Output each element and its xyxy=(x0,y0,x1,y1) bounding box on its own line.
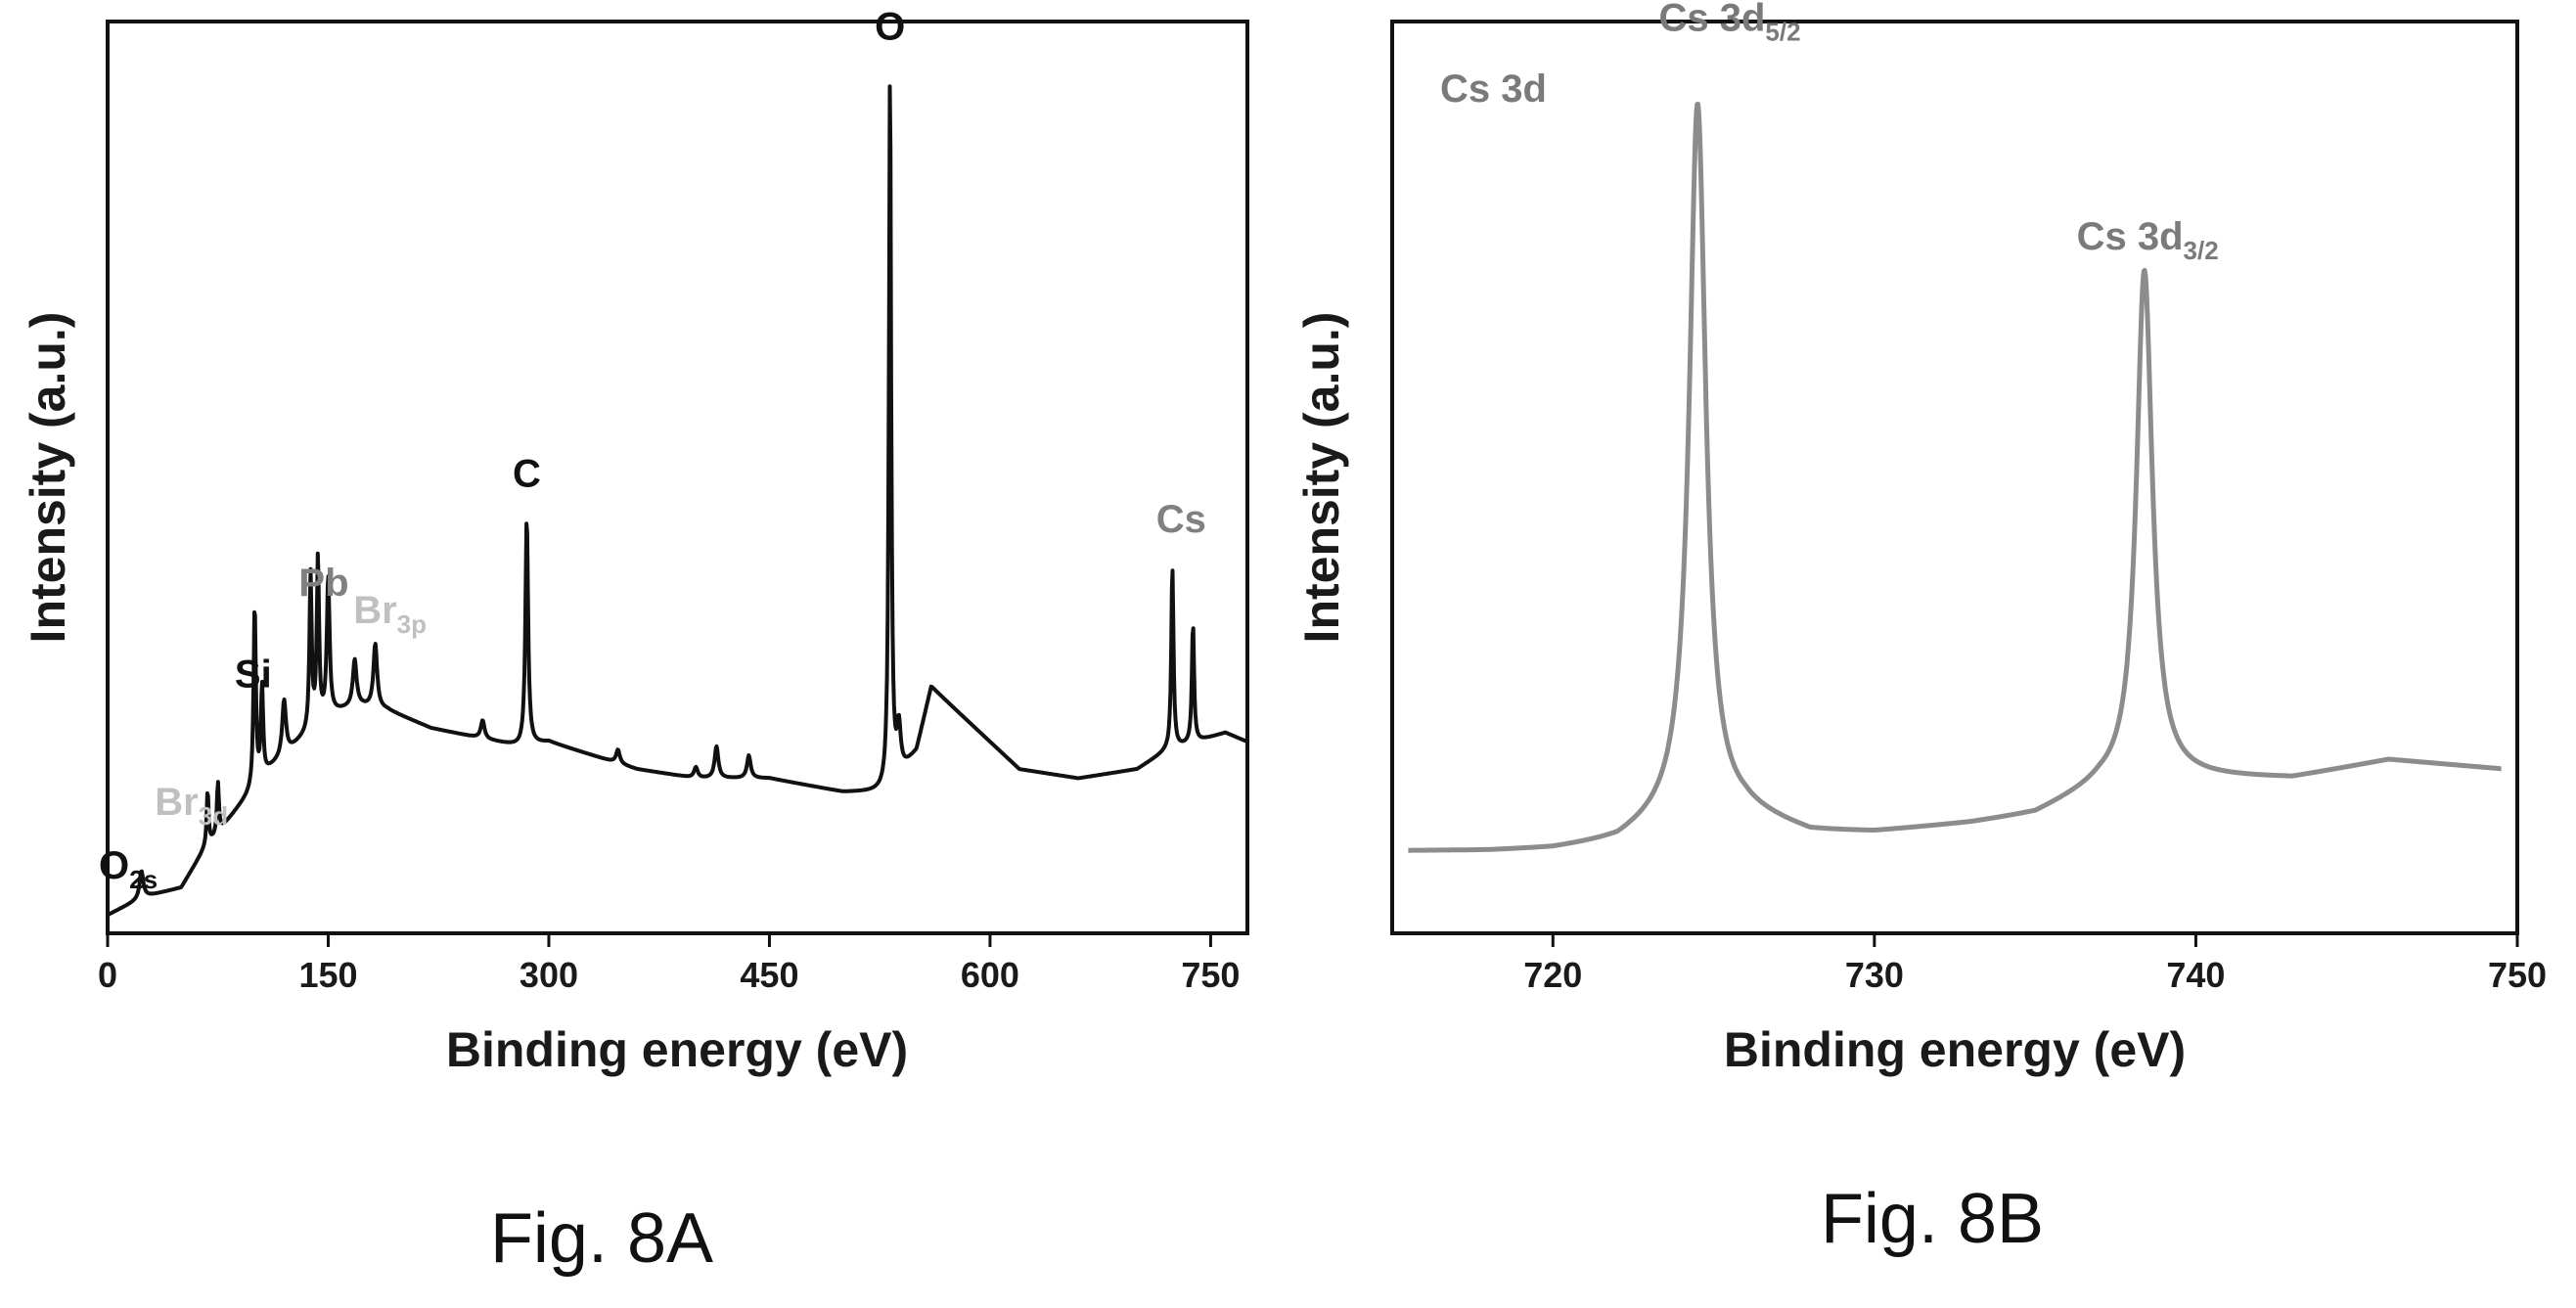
x-tick-label: 740 xyxy=(2166,955,2225,995)
chart-b-series-line xyxy=(1406,101,2504,853)
peak-label: Si xyxy=(235,653,272,696)
peak-label: Cs 3d5/2 xyxy=(1658,0,1800,46)
chart-a-frame xyxy=(106,20,1249,935)
x-tick-label: 730 xyxy=(1845,955,1904,995)
peak-label: Br3d xyxy=(155,781,228,831)
chart-a-caption: Fig. 8A xyxy=(490,1199,713,1278)
peak-label: Br3p xyxy=(353,589,427,639)
peak-label: Cs xyxy=(1156,498,1206,541)
x-tick-label: 720 xyxy=(1523,955,1582,995)
chart-b-x-axis-title: Binding energy (eV) xyxy=(1724,1022,2186,1077)
chart-a-y-axis-title: Intensity (a.u.) xyxy=(21,312,75,644)
chart-b-panel-label: Cs 3d xyxy=(1440,68,1547,111)
chart-a-series-line xyxy=(106,84,1249,917)
x-tick-label: 750 xyxy=(1181,955,1240,995)
peak-label: Pb xyxy=(298,562,348,605)
x-tick-label: 600 xyxy=(961,955,1019,995)
x-tick-label: 750 xyxy=(2488,955,2547,995)
chart-b-caption: Fig. 8B xyxy=(1821,1180,2044,1258)
chart-b-x-ticks: 720 730 740 750 xyxy=(1523,933,2547,995)
chart-a-x-axis-title: Binding energy (eV) xyxy=(446,1022,908,1077)
peak-label: O2s xyxy=(99,844,158,894)
x-tick-label: 300 xyxy=(520,955,578,995)
x-tick-label: 450 xyxy=(740,955,798,995)
chart-b: 720 730 740 750 Cs 3d5/2 Cs 3d3/2 Cs 3d Bind… xyxy=(1294,0,2547,1258)
x-tick-label: 150 xyxy=(298,955,357,995)
chart-b-y-axis-title: Intensity (a.u.) xyxy=(1294,312,1349,644)
x-tick-label: 0 xyxy=(98,955,117,995)
peak-label: C xyxy=(513,452,541,495)
peak-label: Cs 3d3/2 xyxy=(2077,215,2219,265)
chart-b-frame xyxy=(1390,20,2519,935)
peak-label: O xyxy=(875,6,905,49)
chart-a-x-ticks: 0 150 300 450 600 750 xyxy=(98,933,1240,995)
chart-b-peak-labels: Cs 3d5/2 Cs 3d3/2 xyxy=(1658,0,2218,265)
